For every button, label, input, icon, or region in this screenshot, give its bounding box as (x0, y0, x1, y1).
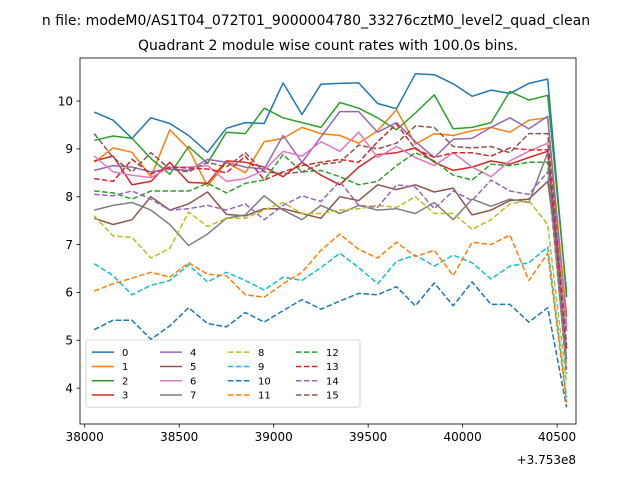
y-tick-label: 5 (65, 334, 73, 348)
x-tick-label: 40500 (538, 430, 576, 444)
x-tick-label: 40000 (444, 430, 482, 444)
series-line-7 (94, 151, 568, 360)
legend-label-8: 8 (258, 348, 264, 359)
legend-label-9: 9 (258, 362, 264, 373)
y-tick-label: 10 (58, 94, 73, 108)
legend-label-3: 3 (122, 391, 128, 402)
legend-label-2: 2 (122, 376, 128, 387)
legend-label-15: 15 (326, 391, 339, 402)
axes-frame (79, 57, 577, 425)
series-line-0 (93, 73, 568, 298)
series-line-12 (94, 151, 568, 374)
legend-label-4: 4 (190, 348, 196, 359)
x-tick-label: 38500 (160, 430, 198, 444)
legend-box (85, 339, 361, 408)
series-line-4 (94, 110, 568, 331)
legend-label-12: 12 (326, 348, 339, 359)
series-line-3 (94, 147, 568, 326)
legend-label-0: 0 (122, 348, 128, 359)
y-tick-label: 7 (65, 238, 73, 252)
legend-label-13: 13 (326, 362, 339, 373)
legend-label-1: 1 (122, 362, 128, 373)
x-tick-label: 39500 (349, 430, 387, 444)
plot-area (93, 73, 568, 408)
x-tick-label: 38000 (66, 430, 104, 444)
y-tick-label: 6 (65, 286, 73, 300)
series-line-13 (94, 123, 568, 350)
chart-title: Quadrant 2 module wise count rates with … (138, 38, 518, 54)
series-group (93, 73, 568, 408)
legend-label-6: 6 (190, 376, 196, 387)
legend-label-14: 14 (326, 376, 339, 387)
legend-label-5: 5 (190, 362, 196, 373)
y-tick-label: 4 (65, 381, 73, 395)
series-line-14 (94, 171, 568, 370)
series-line-5 (93, 180, 568, 317)
series-line-11 (93, 233, 568, 403)
suptitle: n file: modeM0/AS1T04_072T01_9000004780_… (42, 13, 590, 29)
x-tick-label: 39000 (255, 430, 293, 444)
y-tick-label: 9 (65, 142, 73, 156)
series-line-1 (93, 108, 568, 317)
series-line-10 (93, 281, 568, 408)
legend-label-11: 11 (258, 391, 271, 402)
series-line-9 (93, 246, 568, 398)
y-tick-label: 8 (65, 190, 73, 204)
legend-label-10: 10 (258, 376, 271, 387)
x-offset-label: +3.753e8 (517, 453, 576, 467)
series-line-15 (93, 125, 568, 346)
legend-label-7: 7 (190, 391, 196, 402)
